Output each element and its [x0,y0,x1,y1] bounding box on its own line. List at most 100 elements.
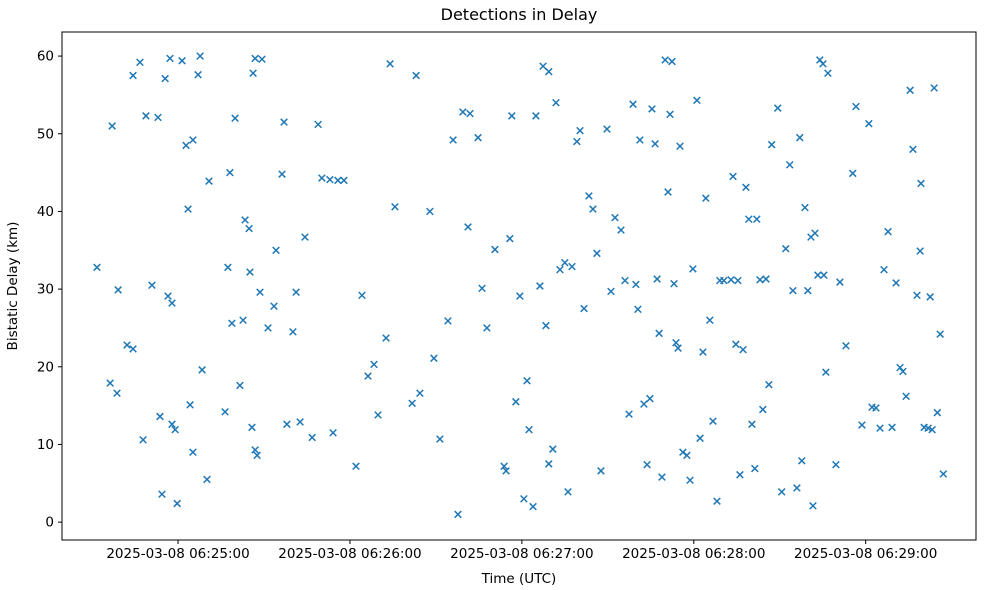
data-point-marker [239,316,247,325]
data-point-marker [198,366,206,374]
data-point-marker [646,394,654,403]
data-point-marker [672,338,680,347]
data-point-marker [352,462,360,471]
data-point-marker [544,67,553,76]
data-point-marker [536,282,544,290]
data-point-marker [318,174,326,182]
data-point-marker [811,229,819,238]
data-point-marker [705,316,714,325]
data-point-marker [508,112,516,120]
y-tick-label: 50 [37,126,54,142]
data-point-marker [696,434,704,443]
data-point-marker [114,286,122,294]
data-point-marker [253,451,261,460]
data-point-marker [693,96,701,105]
data-point-marker [520,495,528,503]
chart-title: Detections in Delay [441,5,598,24]
data-point-marker [648,105,656,113]
data-point-marker [194,70,202,79]
data-point-marker [196,52,204,60]
data-point-marker [129,71,137,80]
data-point-marker [430,354,438,363]
data-point-marker [382,334,390,342]
data-point-marker [936,330,945,338]
data-point-marker [568,262,576,271]
data-point-marker [888,423,896,432]
data-point-marker [750,464,759,473]
data-point-marker [699,348,707,356]
data-point-marker [236,381,244,390]
data-point-marker [231,114,239,123]
data-point-marker [865,119,873,128]
data-point-marker [171,425,180,434]
data-point-marker [734,276,742,285]
data-point-marker [814,271,822,279]
data-point-marker [426,207,434,216]
data-point-marker [720,276,728,285]
data-point-marker [245,224,253,233]
data-point-marker [264,324,272,332]
data-point-marker [156,412,164,421]
data-point-marker [597,467,605,475]
data-point-marker [585,192,593,200]
data-point-marker [576,126,584,135]
data-point-marker [933,408,942,417]
plot-area: 2025-03-08 06:25:00 2025-03-08 06:26:00 20… [37,31,977,562]
data-point-marker [744,215,753,224]
data-point-marker [651,140,659,148]
data-point-marker [459,108,467,116]
data-point-marker [184,205,192,213]
data-point-marker [283,420,291,429]
data-point-marker [785,160,794,169]
y-tick-label: 30 [37,282,54,298]
data-point-marker [525,425,533,434]
data-point-marker [820,271,828,279]
data-point-marker [544,460,553,468]
data-point-marker [928,425,936,434]
data-point-marker [632,280,640,289]
data-point-marker [819,60,827,68]
x-tick-label: 2025-03-08 06:29:00 [794,546,937,562]
data-point-marker [664,188,672,196]
data-point-marker [548,445,557,453]
data-point-marker [689,265,697,273]
data-point-marker [203,475,211,484]
data-point-marker [824,69,832,77]
data-point-marker [852,102,860,111]
data-point-marker [858,421,866,429]
data-point-marker [258,55,266,64]
data-point-marker [161,74,169,83]
data-point-marker [899,367,907,376]
data-point-marker [248,423,256,432]
data-point-marker [228,319,236,328]
data-point-marker [178,56,186,65]
data-point-marker [246,268,254,276]
data-point-marker [168,299,176,307]
data-point-marker [532,112,540,120]
data-point-marker [926,293,934,301]
data-point-marker [939,470,948,478]
data-point-marker [436,435,444,443]
y-tick-label: 10 [37,437,54,453]
data-point-marker [301,233,309,241]
data-point-marker [449,136,457,144]
data-point-marker [603,125,611,133]
data-point-marker [564,488,572,496]
data-point-marker [752,215,761,224]
data-point-marker [129,345,137,353]
data-point-marker [241,216,249,224]
data-point-marker [506,234,514,243]
data-point-marker [226,168,234,177]
data-point-marker [758,405,767,414]
data-point-marker [168,420,176,429]
data-point-marker [108,122,116,130]
data-point-marker [607,287,615,296]
data-point-marker [625,410,633,418]
data-point-marker [142,112,150,120]
data-point-marker [880,265,888,274]
data-point-marker [408,399,416,408]
data-point-marker [358,291,366,300]
data-point-marker [370,360,378,369]
data-point-marker [221,408,229,416]
